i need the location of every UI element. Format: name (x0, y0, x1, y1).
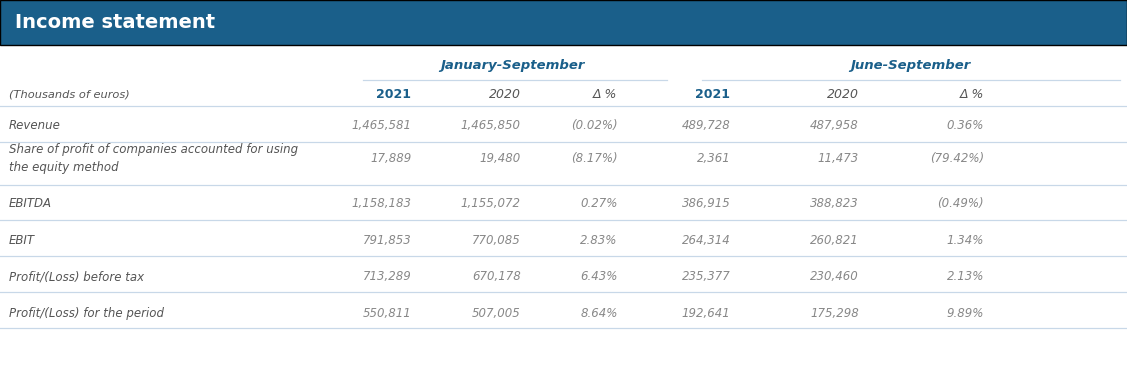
Text: 670,178: 670,178 (472, 270, 521, 283)
Text: 260,821: 260,821 (810, 234, 859, 247)
Text: June-September: June-September (851, 59, 970, 72)
Text: 6.43%: 6.43% (580, 270, 618, 283)
Text: 9.89%: 9.89% (947, 307, 984, 320)
Text: 1.34%: 1.34% (947, 234, 984, 247)
Text: 2020: 2020 (489, 88, 521, 101)
Text: 1,465,581: 1,465,581 (352, 119, 411, 132)
Text: 2.83%: 2.83% (580, 234, 618, 247)
Text: 192,641: 192,641 (682, 307, 730, 320)
Text: 507,005: 507,005 (472, 307, 521, 320)
Text: 0.36%: 0.36% (947, 119, 984, 132)
Text: January-September: January-September (441, 59, 585, 72)
Text: 489,728: 489,728 (682, 119, 730, 132)
Text: 11,473: 11,473 (817, 152, 859, 165)
Text: 264,314: 264,314 (682, 234, 730, 247)
Text: EBITDA: EBITDA (9, 197, 52, 210)
Text: (79.42%): (79.42%) (930, 152, 984, 165)
Text: 230,460: 230,460 (810, 270, 859, 283)
Text: Income statement: Income statement (15, 13, 215, 32)
Text: 2,361: 2,361 (696, 152, 730, 165)
Text: (0.02%): (0.02%) (571, 119, 618, 132)
Text: 8.64%: 8.64% (580, 307, 618, 320)
Text: 770,085: 770,085 (472, 234, 521, 247)
Text: 1,158,183: 1,158,183 (352, 197, 411, 210)
Text: (8.17%): (8.17%) (571, 152, 618, 165)
Text: Revenue: Revenue (9, 119, 61, 132)
Text: Share of profit of companies accounted for using
the equity method: Share of profit of companies accounted f… (9, 143, 299, 174)
Text: 386,915: 386,915 (682, 197, 730, 210)
Text: 1,155,072: 1,155,072 (461, 197, 521, 210)
Text: 791,853: 791,853 (363, 234, 411, 247)
Text: 2021: 2021 (695, 88, 730, 101)
Text: 2.13%: 2.13% (947, 270, 984, 283)
Text: 235,377: 235,377 (682, 270, 730, 283)
Text: 0.27%: 0.27% (580, 197, 618, 210)
Text: (0.49%): (0.49%) (938, 197, 984, 210)
Text: 175,298: 175,298 (810, 307, 859, 320)
Text: 19,480: 19,480 (479, 152, 521, 165)
Text: Profit/(Loss) for the period: Profit/(Loss) for the period (9, 307, 165, 320)
Text: 388,823: 388,823 (810, 197, 859, 210)
Text: Profit/(Loss) before tax: Profit/(Loss) before tax (9, 270, 144, 283)
Text: 17,889: 17,889 (370, 152, 411, 165)
Text: 550,811: 550,811 (363, 307, 411, 320)
FancyBboxPatch shape (0, 0, 1127, 45)
Text: Δ %: Δ % (959, 88, 984, 101)
Text: Δ %: Δ % (593, 88, 618, 101)
Text: 2020: 2020 (827, 88, 859, 101)
Text: 487,958: 487,958 (810, 119, 859, 132)
Text: 2021: 2021 (376, 88, 411, 101)
Text: 713,289: 713,289 (363, 270, 411, 283)
Text: (Thousands of euros): (Thousands of euros) (9, 89, 130, 99)
Text: EBIT: EBIT (9, 234, 35, 247)
Text: 1,465,850: 1,465,850 (461, 119, 521, 132)
